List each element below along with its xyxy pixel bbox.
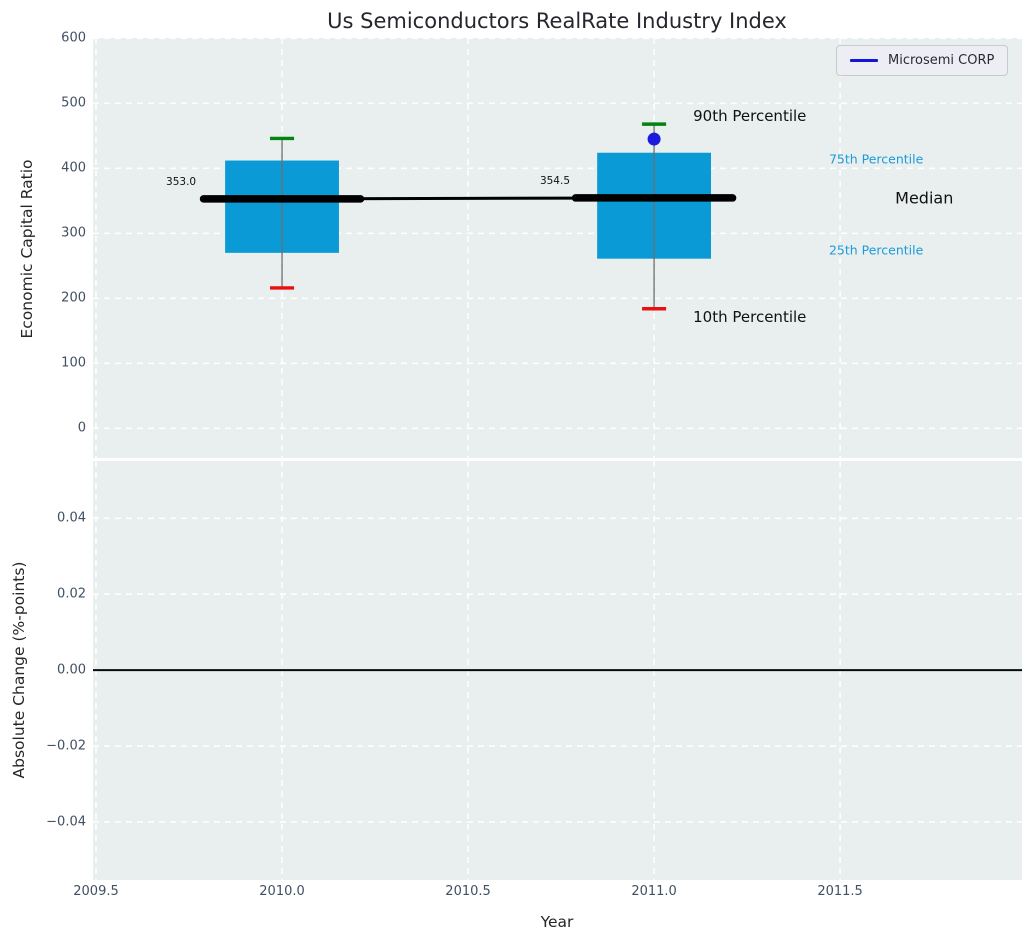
y-tick-label: 300 <box>61 225 86 241</box>
top-panel <box>93 38 1022 458</box>
annotation-75th-percentile: 75th Percentile <box>828 151 924 167</box>
x-tick-label: 2010.0 <box>259 884 305 899</box>
y-tick-label: 200 <box>61 290 86 306</box>
x-tick-label: 2009.5 <box>73 884 119 899</box>
x-axis-label: Year <box>540 913 574 931</box>
y-tick-label: 0.04 <box>57 510 86 526</box>
bottom-plot-area <box>93 461 1022 880</box>
annotation-90th-percentile: 90th Percentile <box>693 107 807 126</box>
bottom-panel <box>93 461 1022 880</box>
y-tick-label: 0.02 <box>57 586 86 602</box>
legend-label: Microsemi CORP <box>888 53 995 68</box>
company-point <box>647 132 661 146</box>
y-tick-label: 400 <box>61 160 86 176</box>
legend-line-swatch <box>850 59 878 62</box>
y-tick-label: −0.04 <box>46 814 86 830</box>
x-tick-label: 2011.5 <box>817 884 863 899</box>
y-tick-label: 600 <box>61 30 86 46</box>
annotation-354-5: 354.5 <box>539 174 570 187</box>
x-tick-label: 2011.0 <box>631 884 677 899</box>
annotation-353-0: 353.0 <box>166 175 197 188</box>
annotation-10th-percentile: 10th Percentile <box>693 308 807 327</box>
y-tick-label: 500 <box>61 95 86 111</box>
y-axis-label-top: Economic Capital Ratio <box>18 159 36 339</box>
annotation-median: Median <box>895 188 954 208</box>
y-tick-label: 0.00 <box>57 662 86 678</box>
y-tick-label: 0 <box>77 420 86 436</box>
annotation-25th-percentile: 25th Percentile <box>828 242 924 258</box>
y-tick-label: 100 <box>61 355 86 371</box>
chart-title: Us Semiconductors RealRate Industry Inde… <box>327 9 787 33</box>
legend: Microsemi CORP <box>836 45 1009 76</box>
y-tick-label: −0.02 <box>46 738 86 754</box>
x-tick-label: 2010.5 <box>445 884 491 899</box>
top-plot-area <box>93 38 1022 458</box>
